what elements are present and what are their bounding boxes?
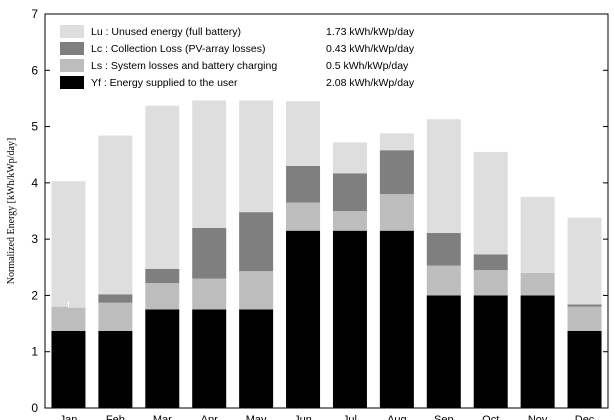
y-tick-label-2: 2 xyxy=(31,288,38,302)
x-tick-label-jan: Jan xyxy=(60,414,78,420)
bar-yf-dec xyxy=(567,330,602,408)
bar-lc-feb xyxy=(98,294,133,303)
bar-ls-jun xyxy=(286,202,321,231)
legend-swatch-lc xyxy=(60,42,84,55)
bar-ls-oct xyxy=(473,270,508,296)
bar-lu-oct xyxy=(473,151,508,255)
bar-ls-feb xyxy=(98,302,133,331)
bar-yf-apr xyxy=(192,309,227,408)
y-tick-label-1: 1 xyxy=(31,345,38,359)
bar-lc-jul xyxy=(332,173,367,211)
bar-yf-jun xyxy=(286,230,321,408)
bar-ls-mar xyxy=(145,283,180,310)
bar-jan-split-step xyxy=(68,301,86,308)
bar-ls-dec xyxy=(567,306,602,331)
bar-lu-mar xyxy=(145,105,180,269)
bar-ls-jul xyxy=(332,211,367,231)
bar-ls-sep xyxy=(426,265,461,296)
bar-yf-sep xyxy=(426,295,461,408)
x-axis: Jan Feb Mar Apr May Jun Jul Aug Sep Oct Nov Dec xyxy=(60,414,595,420)
legend-label-ls: Ls : System losses and battery charging xyxy=(91,60,277,72)
bar-lu-dec xyxy=(567,217,602,305)
x-tick-label-aug: Aug xyxy=(387,414,407,420)
bar-lu-nov xyxy=(520,196,555,273)
legend-label-lc: Lc : Collection Loss (PV-array losses) xyxy=(91,43,265,55)
legend-items: Lu : Unused energy (full battery) 1.73 kW… xyxy=(60,25,415,89)
x-tick-label-mar: Mar xyxy=(153,414,172,420)
y-tick-label-5: 5 xyxy=(31,120,38,134)
x-tick-label-jun: Jun xyxy=(294,414,312,420)
legend-swatch-ls xyxy=(60,59,84,72)
x-tick-label-oct: Oct xyxy=(482,414,499,420)
x-tick-label-may: May xyxy=(246,414,267,420)
x-tick-label-nov: Nov xyxy=(528,414,548,420)
bar-lc-aug xyxy=(379,150,414,195)
bar-yf-may xyxy=(239,309,274,408)
bar-lu-may xyxy=(239,89,274,213)
legend-swatch-yf xyxy=(60,76,84,89)
bar-yf-nov xyxy=(520,295,555,408)
bar-lu-aug xyxy=(379,133,414,151)
bar-lc-apr xyxy=(192,227,227,279)
bar-lc-mar xyxy=(145,268,180,284)
y-axis: 0 1 2 3 4 5 6 7 xyxy=(31,7,608,415)
legend-background xyxy=(54,18,441,101)
bar-ls-jan xyxy=(51,306,86,331)
legend-value-lc: 0.43 kWh/kWp/day xyxy=(326,43,415,55)
bar-ls-aug xyxy=(379,194,414,231)
bar-yf-mar xyxy=(145,309,180,408)
plot-frame xyxy=(44,13,609,409)
y-tick-label-6: 6 xyxy=(31,63,38,77)
bar-yf-jan xyxy=(51,330,86,408)
bar-lu-jan xyxy=(51,181,86,307)
y-tick-label-7: 7 xyxy=(31,7,38,21)
bar-yf-feb xyxy=(98,330,133,408)
bars-layer xyxy=(51,89,602,408)
bar-lc-jun xyxy=(286,165,321,203)
bar-lu-sep xyxy=(426,119,461,233)
x-tick-label-apr: Apr xyxy=(201,414,218,420)
y-tick-label-0: 0 xyxy=(31,401,38,415)
bar-ls-apr xyxy=(192,278,227,310)
bar-yf-oct xyxy=(473,295,508,408)
x-tick-label-dec: Dec xyxy=(575,414,595,420)
bar-lc-dec xyxy=(567,304,602,307)
y-axis-label: Normalized Energy [kWh/kWp/day] xyxy=(6,138,17,284)
legend: Lu : Unused energy (full battery) 1.73 kW… xyxy=(54,18,441,101)
bar-lc-oct xyxy=(473,254,508,271)
legend-label-lu: Lu : Unused energy (full battery) xyxy=(91,26,241,38)
bar-lc-may xyxy=(239,212,274,272)
bar-lu-apr xyxy=(192,100,227,228)
y-tick-label-4: 4 xyxy=(31,176,38,190)
x-tick-label-sep: Sep xyxy=(434,414,454,420)
bar-ls-may xyxy=(239,271,274,310)
legend-label-yf: Yf : Energy supplied to the user xyxy=(91,77,238,89)
bar-lc-sep xyxy=(426,232,461,266)
bar-ls-nov xyxy=(520,272,555,296)
legend-value-ls: 0.5 kWh/kWp/day xyxy=(326,60,409,72)
x-tick-label-jul: Jul xyxy=(343,414,357,420)
legend-value-lu: 1.73 kWh/kWp/day xyxy=(326,26,415,38)
legend-swatch-lu xyxy=(60,25,84,38)
y-tick-label-3: 3 xyxy=(31,232,38,246)
bar-yf-jul xyxy=(332,230,367,408)
bar-lu-feb xyxy=(98,135,133,295)
bar-lu-jun xyxy=(286,101,321,166)
legend-value-yf: 2.08 kWh/kWp/day xyxy=(326,77,415,89)
bar-lu-jul xyxy=(332,142,367,174)
bar-yf-aug xyxy=(379,230,414,408)
x-tick-label-feb: Feb xyxy=(106,414,125,420)
